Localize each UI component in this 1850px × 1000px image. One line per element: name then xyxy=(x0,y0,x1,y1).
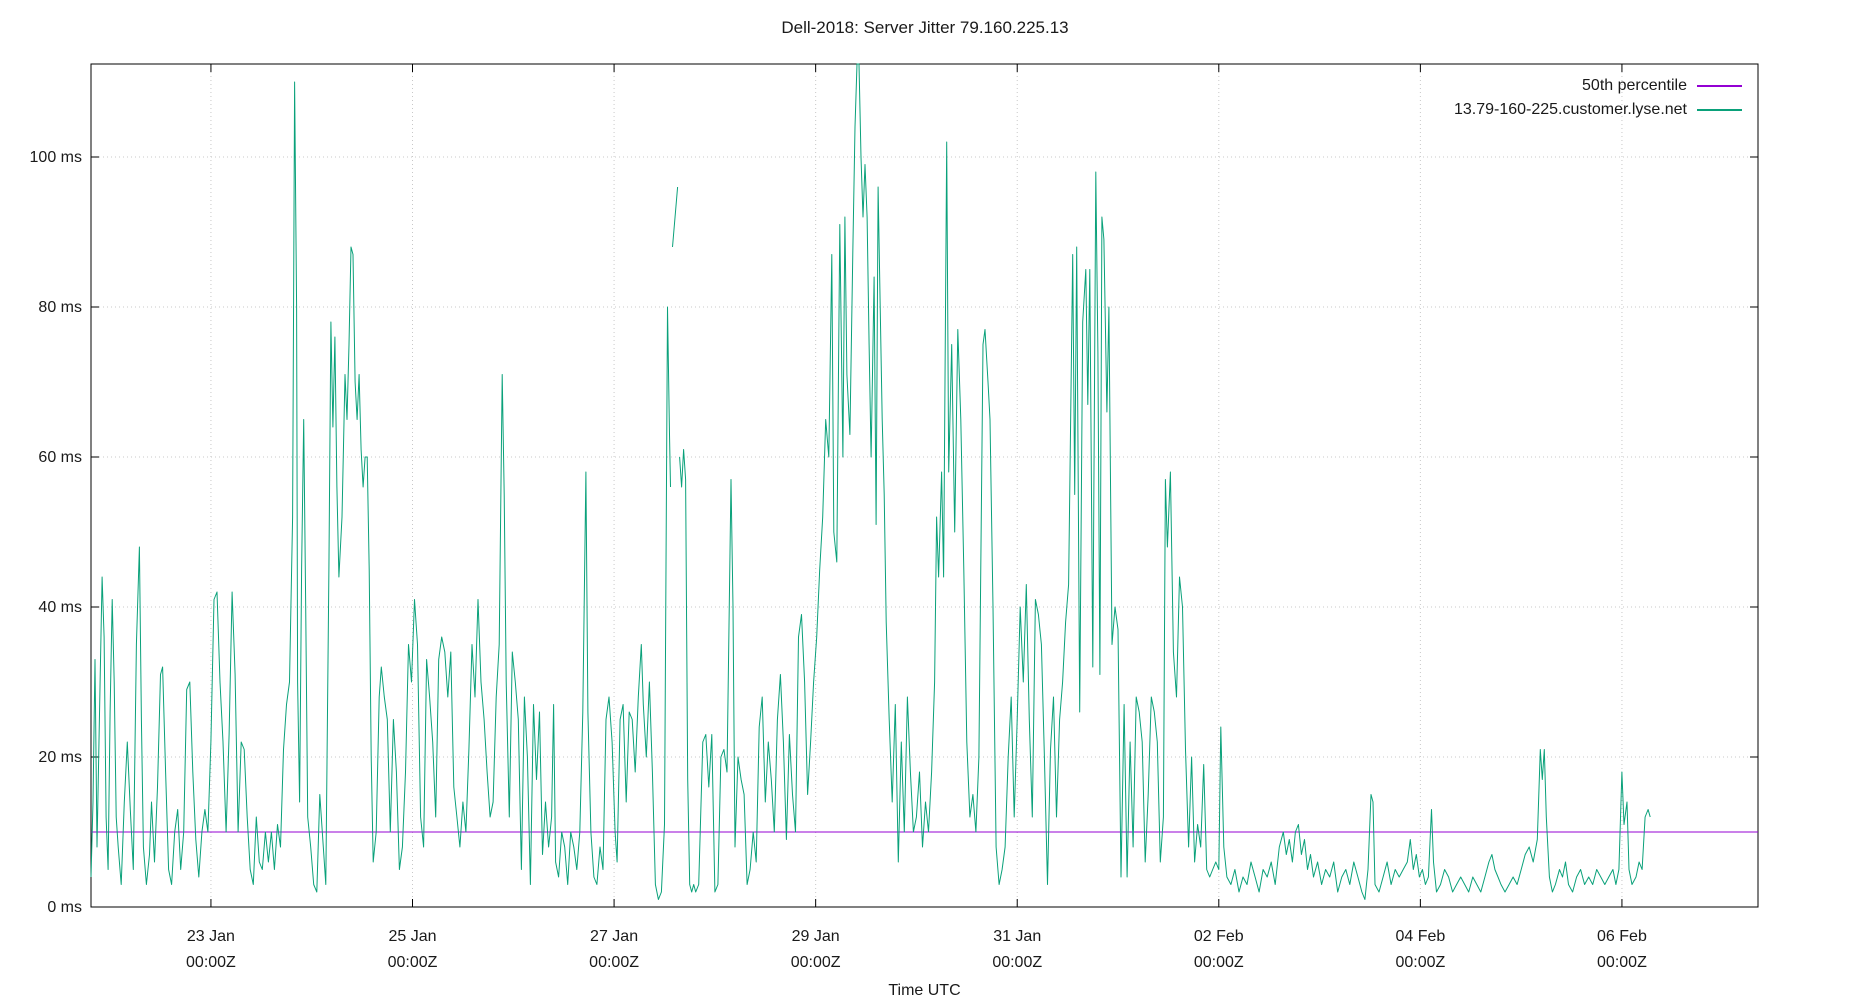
y-tick-label: 60 ms xyxy=(38,449,82,466)
y-tick-label: 40 ms xyxy=(38,599,82,616)
x-tick-label: 00:00Z xyxy=(1395,954,1445,971)
x-axis-title: Time UTC xyxy=(888,982,961,999)
y-tick-label: 100 ms xyxy=(30,149,82,166)
y-tick-label: 20 ms xyxy=(38,749,82,766)
x-tick-label: 31 Jan xyxy=(993,928,1041,945)
legend: 50th percentile 13.79-160-225.customer.l… xyxy=(1454,76,1742,120)
legend-item: 50th percentile xyxy=(1454,76,1742,96)
y-tick-label: 80 ms xyxy=(38,299,82,316)
x-tick-label: 00:00Z xyxy=(1597,954,1647,971)
x-tick-label: 02 Feb xyxy=(1194,928,1244,945)
legend-label-50th-percentile: 50th percentile xyxy=(1582,77,1687,94)
x-tick-label: 00:00Z xyxy=(186,954,236,971)
x-tick-label: 06 Feb xyxy=(1597,928,1647,945)
x-tick-label: 00:00Z xyxy=(388,954,438,971)
x-tick-label: 00:00Z xyxy=(589,954,639,971)
x-tick-label: 00:00Z xyxy=(992,954,1042,971)
legend-item: 13.79-160-225.customer.lyse.net xyxy=(1454,100,1742,120)
x-tick-label: 27 Jan xyxy=(590,928,638,945)
legend-label-host: 13.79-160-225.customer.lyse.net xyxy=(1453,101,1687,118)
legend-line-swatch xyxy=(1697,109,1742,111)
legend-line-swatch xyxy=(1697,85,1742,87)
chart-title: Dell-2018: Server Jitter 79.160.225.13 xyxy=(781,18,1069,37)
x-tick-label: 04 Feb xyxy=(1395,928,1445,945)
x-tick-label: 00:00Z xyxy=(1194,954,1244,971)
x-tick-label: 25 Jan xyxy=(388,928,436,945)
plot-border xyxy=(90,63,1759,908)
x-tick-label: 23 Jan xyxy=(187,928,235,945)
x-tick-label: 29 Jan xyxy=(792,928,840,945)
x-tick-label: 00:00Z xyxy=(791,954,841,971)
y-tick-label: 0 ms xyxy=(47,899,82,916)
series-jitter-line xyxy=(90,63,1651,900)
